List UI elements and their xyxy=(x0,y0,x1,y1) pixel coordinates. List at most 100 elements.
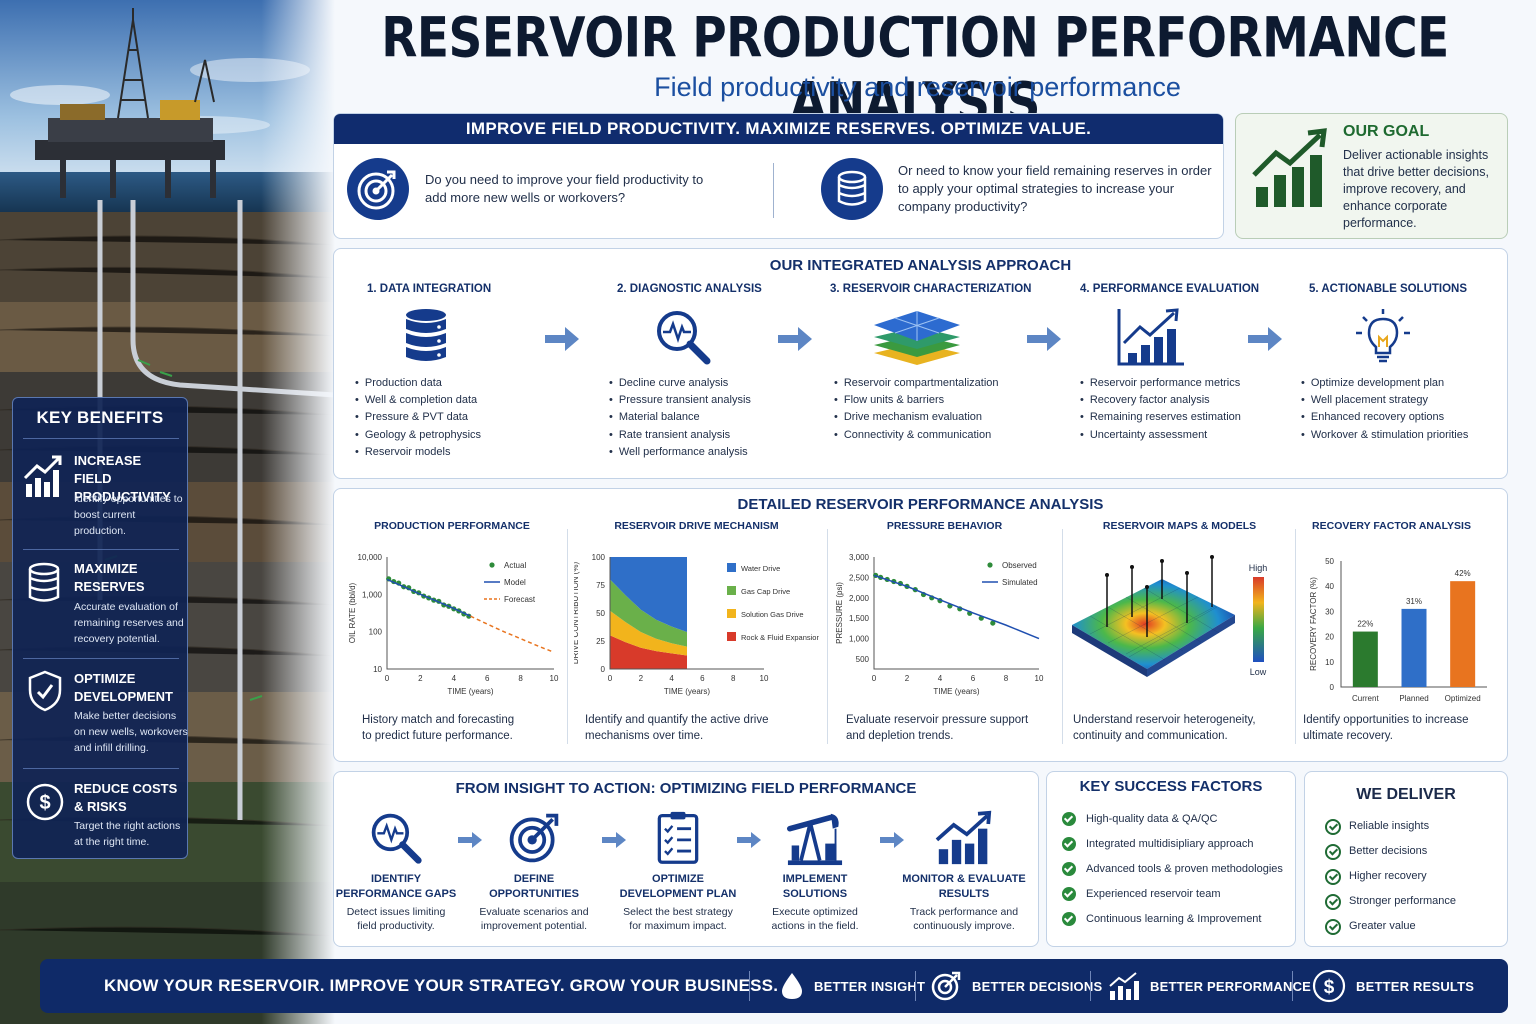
list-item: Material balance xyxy=(609,409,751,426)
check-icon xyxy=(1062,862,1076,876)
legend-swatch xyxy=(727,586,736,595)
benefit-item: OPTIMIZE DEVELOPMENT Make better decision… xyxy=(23,670,188,770)
x-tick-label: 8 xyxy=(1004,674,1009,683)
x-tick-label: Planned xyxy=(1399,694,1428,703)
svg-text:$: $ xyxy=(39,792,50,814)
list-item-label: Stronger performance xyxy=(1349,895,1456,907)
chart-divider xyxy=(1062,529,1063,744)
key-benefits-panel: KEY BENEFITS INCREASE FIELD PRODUCTIVITY … xyxy=(12,397,188,859)
action-title: FROM INSIGHT TO ACTION: OPTIMIZING FIELD… xyxy=(455,780,917,797)
title-line: FIELD PRODUCTIVITY xyxy=(74,471,171,504)
y-tick-label: 2,000 xyxy=(849,594,870,603)
benefit-item: MAXIMIZE RESERVES Accurate evaluation of … xyxy=(23,560,184,660)
x-axis-label: TIME (years) xyxy=(933,687,980,696)
action-step-desc: Select the best strategy for maximum impa… xyxy=(608,905,748,933)
list-item-label: Experienced reservoir team xyxy=(1086,888,1221,900)
arrow-right-icon xyxy=(1027,327,1061,351)
tagline: KNOW YOUR RESERVOIR. IMPROVE YOUR STRATE… xyxy=(104,976,779,995)
intro-panel: IMPROVE FIELD PRODUCTIVITY. MAXIMIZE RES… xyxy=(333,113,1224,239)
dollar-icon: $ xyxy=(1312,969,1346,1003)
bottom-banner: KNOW YOUR RESERVOIR. IMPROVE YOUR STRATE… xyxy=(40,959,1508,1013)
production-chart: 0 2 4 6 8 10 10 100 1,000 10,000 TIME (years) OIL R… xyxy=(348,553,559,696)
list-item: Recovery factor analysis xyxy=(1080,392,1241,409)
list-item-label: Continuous learning & Improvement xyxy=(1086,913,1262,925)
y-tick-label: 100 xyxy=(592,553,606,562)
chart-title: RESERVOIR DRIVE MECHANISM xyxy=(614,520,779,532)
chart-title: PRODUCTION PERFORMANCE xyxy=(374,520,530,532)
x-tick-label: 2 xyxy=(905,674,910,683)
list-item-label: Integrated multidisipliary approach xyxy=(1086,838,1254,850)
action-step-3: OPTIMIZE DEVELOPMENT PLAN Select the best… xyxy=(608,810,748,932)
step-title: 5. ACTIONABLE SOLUTIONS xyxy=(1309,283,1468,295)
benefit-title: OPTIMIZE DEVELOPMENT xyxy=(74,670,173,706)
divider xyxy=(23,658,179,659)
list-item: Rate transient analysis xyxy=(609,427,751,444)
benefit-title: MAXIMIZE RESERVES xyxy=(74,560,145,596)
list-item: Reliable insights xyxy=(1325,818,1456,843)
action-step-4: IMPLEMENT SOLUTIONS Execute optimized acti… xyxy=(745,810,885,932)
arrow-right-icon xyxy=(737,832,761,848)
chart-desc-line: Evaluate reservoir pressure support xyxy=(846,714,1029,726)
chart-divider xyxy=(1295,529,1296,744)
shield-icon xyxy=(28,670,62,712)
drop-icon xyxy=(782,973,802,999)
data-label: 31% xyxy=(1406,597,1422,606)
check-icon xyxy=(1325,844,1341,860)
benefit-desc: Target the right actions at the right ti… xyxy=(74,820,181,848)
magnifier-pulse-icon xyxy=(371,813,422,864)
list-item: Production data xyxy=(355,375,481,392)
production-chart-panel: PRODUCTION PERFORMANCE 0 2 4 6 8 10 10 100 1,000… xyxy=(342,515,562,745)
series-line xyxy=(470,615,555,654)
bar-chart-icon xyxy=(1117,308,1184,366)
check-icon xyxy=(1325,919,1341,935)
goal-title: OUR GOAL xyxy=(1343,123,1430,140)
list-item: Reservoir compartmentalization xyxy=(834,375,999,392)
check-icon xyxy=(1062,912,1076,926)
list-item: High-quality data & QA/QC xyxy=(1062,811,1283,836)
y-tick-label: 2,500 xyxy=(849,573,870,582)
action-step-desc: Evaluate scenarios and improvement potent… xyxy=(464,905,604,933)
legend-label: Model xyxy=(504,578,526,587)
benefit-item: $ REDUCE COSTS & RISKS Target the right a… xyxy=(23,780,183,860)
target-icon xyxy=(931,971,961,1001)
benefit-item: INCREASE FIELD PRODUCTIVITY Identify oppo… xyxy=(23,452,183,552)
x-tick-label: 10 xyxy=(1035,674,1044,683)
check-icon xyxy=(1325,869,1341,885)
chart-desc: Identify opportunities to increase ultim… xyxy=(1303,712,1469,744)
legend-swatch xyxy=(727,609,736,618)
chart-desc: History match and forecasting to predict… xyxy=(362,712,514,744)
step-title: 3. RESERVOIR CHARACTERIZATION xyxy=(830,283,1032,295)
chart-up-icon xyxy=(1109,972,1139,1000)
legend-label: Observed xyxy=(1002,561,1037,570)
bottom-item-label: BETTER INSIGHT xyxy=(814,978,926,994)
y-tick-label: 25 xyxy=(596,637,605,646)
divider xyxy=(915,971,916,1001)
drive-chart-panel: RESERVOIR DRIVE MECHANISM 0 2 4 6 8 10 0 25 50 75… xyxy=(574,515,819,745)
goal-panel: OUR GOAL Deliver actionable insights tha… xyxy=(1235,113,1508,239)
title-line: INCREASE xyxy=(74,453,142,468)
title-line: OPPORTUNITIES xyxy=(489,888,579,900)
step-list: Decline curve analysis Pressure transien… xyxy=(609,375,751,461)
desc-line: field productivity. xyxy=(357,920,435,932)
desc-line: Select the best strategy xyxy=(623,906,733,918)
bottom-item-label: BETTER DECISIONS xyxy=(972,978,1103,994)
legend-label: Forecast xyxy=(504,595,536,604)
x-tick-label: 10 xyxy=(550,674,559,683)
chart-divider xyxy=(567,529,568,744)
title-line: MONITOR & EVALUATE xyxy=(902,873,1026,885)
arrow-right-icon xyxy=(1248,327,1282,351)
x-tick-label: 6 xyxy=(485,674,490,683)
legend-marker xyxy=(489,562,495,568)
chart-title: PRESSURE BEHAVIOR xyxy=(886,520,1003,532)
y-axis-label: PRESSURE (psi) xyxy=(835,582,844,644)
title-line: DEVELOPMENT PLAN xyxy=(619,888,737,900)
divider xyxy=(23,768,179,769)
x-tick-label: Optimized xyxy=(1445,694,1481,703)
database-icon xyxy=(28,562,60,602)
list-item: Flow units & barriers xyxy=(834,392,999,409)
y-tick-label: 100 xyxy=(369,628,383,637)
chart-title: RESERVOIR MAPS & MODELS xyxy=(1102,520,1257,532)
desc-line: Detect issues limiting xyxy=(346,906,446,918)
benefit-desc: Identify opportunities to boost current … xyxy=(74,493,183,537)
legend-low-label: Low xyxy=(1250,667,1267,677)
